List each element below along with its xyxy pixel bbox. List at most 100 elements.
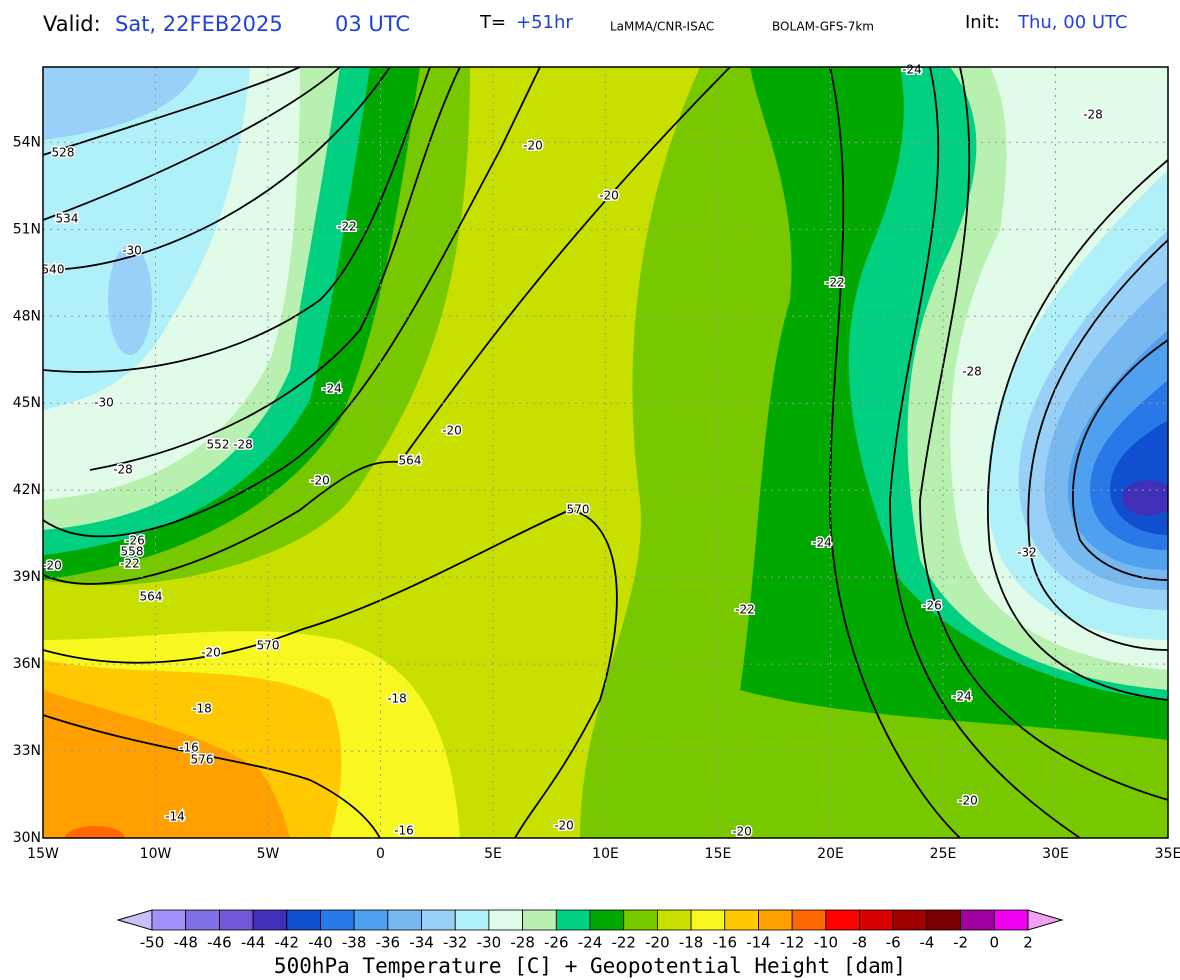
contour-label: -22 [337,220,357,234]
lat-tick-label: 33N [13,743,41,759]
lon-tick-label: 0 [376,846,385,862]
colorbar-box [589,909,625,931]
contour-label: -30 [122,244,142,258]
contour-label: -32 [1017,546,1037,560]
colorbar-box [555,909,591,931]
colorbar-box [791,909,827,931]
contour-label: -24 [812,536,832,550]
contour-label: -22 [825,276,845,290]
source: LaMMA/CNR-ISAC [610,20,714,34]
colorbar-label: -32 [443,934,468,952]
colorbar-label: -34 [409,934,434,952]
contour-label: -28 [1083,108,1103,122]
lon-tick-label: 35E [1155,846,1180,862]
contour-label: 534 [56,212,79,226]
contour-label: -20 [732,825,752,839]
contour-label: -16 [394,824,414,838]
colorbar-label: -16 [713,934,738,952]
colorbar-box [690,909,726,931]
contour-label: 552 [207,438,230,452]
colorbar-box [926,909,962,931]
contour-label: 540 [42,263,65,277]
colorbar-box [825,909,860,931]
valid-date: Sat, 22FEB2025 [115,12,283,36]
colorbar-label: 0 [990,934,1000,952]
contour-label: -20 [42,559,62,573]
contour-label: -28 [113,463,133,477]
contour-label: -22 [120,557,140,571]
colorbar-label: -8 [852,934,867,952]
field [43,67,1168,838]
colorbar-box [993,909,1029,931]
colorbar-extension [1027,909,1064,931]
colorbar-label: -40 [308,934,333,952]
lat-tick-label: 45N [13,395,41,411]
contour-label: -28 [962,365,982,379]
lon-tick-label: 5E [484,846,502,862]
colorbar-box [421,909,456,931]
contour-label: -24 [902,63,922,77]
valid-time: 03 UTC [335,12,410,36]
colorbar-label: -18 [679,934,704,952]
contour-label: -20 [958,794,978,808]
contour-label: 576 [191,753,214,767]
contour-label: -20 [523,139,543,153]
colorbar-extension [116,909,153,931]
contour-label: -20 [201,646,221,660]
contour-label: 570 [257,639,280,653]
colorbar-box [320,909,355,931]
colorbar-label: -26 [544,934,569,952]
init-label: Init: [965,12,1000,33]
colorbar-label: -12 [780,934,805,952]
colorbar-box [724,909,759,931]
lat-tick-label: 30N [13,830,41,846]
step: +51hr [516,12,573,33]
lat-tick-label: 51N [13,221,41,237]
colorbar-label: 2 [1023,934,1033,952]
colorbar-label: -48 [173,934,198,952]
colorbar-box [859,909,894,931]
contour-label: -20 [554,819,574,833]
lon-tick-label: 10W [140,846,172,862]
colorbar-label: -46 [207,934,232,952]
contour-label: -30 [94,396,114,410]
lon-tick-label: 20E [817,846,844,862]
lon-tick-label: 15E [705,846,732,862]
valid-label: Valid: [43,12,101,36]
colorbar-box [185,909,220,931]
map-frame [42,66,1169,839]
colorbar-box [454,909,490,931]
colorbar-label: -2 [953,934,968,952]
colorbar-label: -6 [886,934,901,952]
step-label: T= [479,12,506,33]
lat-tick-label: 36N [13,656,41,672]
lat-tick-label: 42N [13,482,41,498]
init: Thu, 00 UTC [1017,12,1128,33]
colorbar-box [488,909,524,931]
colorbar-title: 500hPa Temperature [C] + Geopotential He… [274,954,906,978]
contour-label: -20 [442,424,462,438]
contour-label: -24 [952,690,972,704]
lat-tick-label: 54N [13,134,41,150]
colorbar-label: -24 [578,934,603,952]
contour-label: -26 [125,534,145,548]
lat-tick-label: 48N [13,308,41,324]
contour-label: 570 [567,503,590,517]
colorbar-label: -44 [241,934,266,952]
colorbar-box [252,909,288,931]
contour-label: 564 [399,454,422,468]
lon-tick-label: 5W [257,846,280,862]
model: BOLAM-GFS-7km [772,20,874,34]
colorbar-label: -20 [645,934,670,952]
lon-tick-label: 10E [592,846,619,862]
lon-tick-label: 25E [930,846,957,862]
contour-label: 564 [140,590,163,604]
contour-label: -16 [179,741,199,755]
colorbar-label: -22 [611,934,636,952]
colorbar-label: -36 [376,934,401,952]
colorbar-label: -50 [140,934,165,952]
contour-label: -26 [922,599,942,613]
colorbar-box [960,909,995,931]
lat-tick-label: 39N [13,569,41,585]
